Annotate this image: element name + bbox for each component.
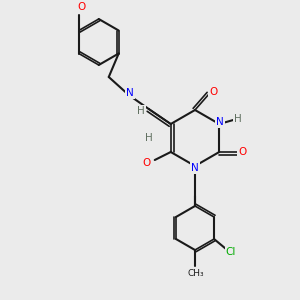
Text: O: O xyxy=(142,158,151,168)
Text: CH₃: CH₃ xyxy=(188,268,204,278)
Text: H: H xyxy=(137,106,145,116)
Text: N: N xyxy=(216,117,224,127)
Text: O: O xyxy=(238,147,246,157)
Text: O: O xyxy=(78,2,86,11)
Text: O: O xyxy=(209,87,217,97)
Text: H: H xyxy=(145,133,153,143)
Text: N: N xyxy=(126,88,134,98)
Text: H: H xyxy=(234,114,242,124)
Text: Cl: Cl xyxy=(226,247,236,257)
Text: N: N xyxy=(191,163,199,173)
